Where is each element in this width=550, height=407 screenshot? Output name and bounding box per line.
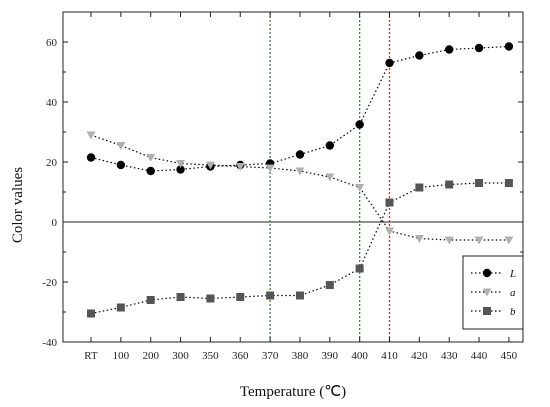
data-point-a (235, 163, 245, 171)
data-point-a (325, 173, 335, 182)
plot-area (62, 11, 524, 343)
data-point-a (385, 227, 394, 236)
y-axis: -40 -20 0 20 40 60 (42, 11, 523, 349)
legend-marker-L (482, 268, 492, 278)
legend-label-L: L (509, 268, 516, 280)
data-point-a (176, 160, 186, 168)
x-tick-label: RT (84, 350, 98, 362)
y-axis-title: Color values (10, 167, 26, 243)
x-tick-label: 100 (113, 350, 130, 362)
data-point-L (146, 166, 155, 176)
x-axis-title: Temperature (℃) (240, 384, 346, 400)
x-tick-label: 200 (142, 350, 159, 362)
legend-marker-b (483, 307, 491, 315)
data-point-a (265, 164, 275, 173)
series-layer (86, 42, 514, 318)
y-tick-label: 20 (46, 157, 58, 169)
data-point-b (475, 179, 484, 187)
legend: Lab (462, 255, 524, 330)
x-tick-label: 450 (501, 350, 518, 362)
data-point-b (385, 198, 394, 207)
data-point-L (445, 45, 454, 54)
x-tick-label: 390 (322, 350, 339, 362)
data-point-b (146, 296, 155, 304)
data-point-a (86, 131, 96, 140)
data-point-b (236, 293, 245, 301)
data-point-L (474, 43, 484, 53)
data-point-b (266, 291, 275, 300)
data-point-b (355, 264, 364, 273)
y-tick-label: -40 (42, 337, 57, 349)
data-point-L (116, 160, 126, 170)
legend-label-a: a (510, 287, 516, 299)
x-tick-label: 300 (172, 350, 189, 362)
data-point-a (205, 161, 215, 170)
x-tick-label: 380 (292, 350, 309, 362)
x-tick-label: 370 (262, 350, 279, 362)
data-point-L (86, 153, 96, 162)
x-axis: RT 100 200 300 350 360 370 380 390 400 410 420 430 44… (84, 12, 518, 362)
legend-box (462, 255, 524, 330)
data-point-a (146, 154, 156, 162)
data-point-b (176, 293, 185, 301)
series-a (86, 131, 514, 245)
data-point-b (325, 281, 334, 289)
data-point-b (206, 294, 215, 303)
series-L (86, 42, 514, 176)
y-tick-label: -20 (42, 277, 57, 289)
data-point-b (415, 183, 424, 192)
data-point-a (295, 167, 305, 176)
data-point-L (295, 150, 305, 159)
data-point-L (504, 42, 514, 51)
y-tick-label: 40 (46, 97, 58, 109)
data-point-b (504, 179, 513, 187)
data-point-L (385, 58, 394, 68)
x-tick-label: 420 (411, 350, 428, 362)
data-point-L (325, 141, 334, 150)
data-point-L (415, 51, 424, 60)
data-point-a (414, 235, 424, 243)
data-point-b (295, 291, 304, 300)
data-point-a (116, 142, 126, 150)
x-tick-label: 350 (202, 350, 219, 362)
data-point-a (355, 184, 365, 192)
data-point-L (355, 120, 364, 129)
series-b (87, 179, 513, 318)
data-point-b (87, 309, 95, 318)
data-point-a (504, 236, 514, 245)
x-tick-label: 440 (471, 350, 488, 362)
data-point-L (176, 165, 185, 174)
y-tick-label: 0 (52, 217, 58, 229)
x-tick-label: 360 (232, 350, 249, 362)
x-tick-label: 400 (351, 350, 368, 362)
y-tick-label: 60 (46, 37, 58, 49)
data-point-a (474, 236, 484, 245)
data-point-a (444, 236, 454, 245)
data-point-b (116, 303, 125, 312)
x-tick-label: 410 (381, 350, 398, 362)
x-tick-label: 430 (441, 350, 458, 362)
plot-frame (62, 11, 524, 343)
legend-marker-a (482, 288, 492, 297)
data-point-b (445, 180, 454, 189)
legend-label-b: b (510, 306, 516, 318)
